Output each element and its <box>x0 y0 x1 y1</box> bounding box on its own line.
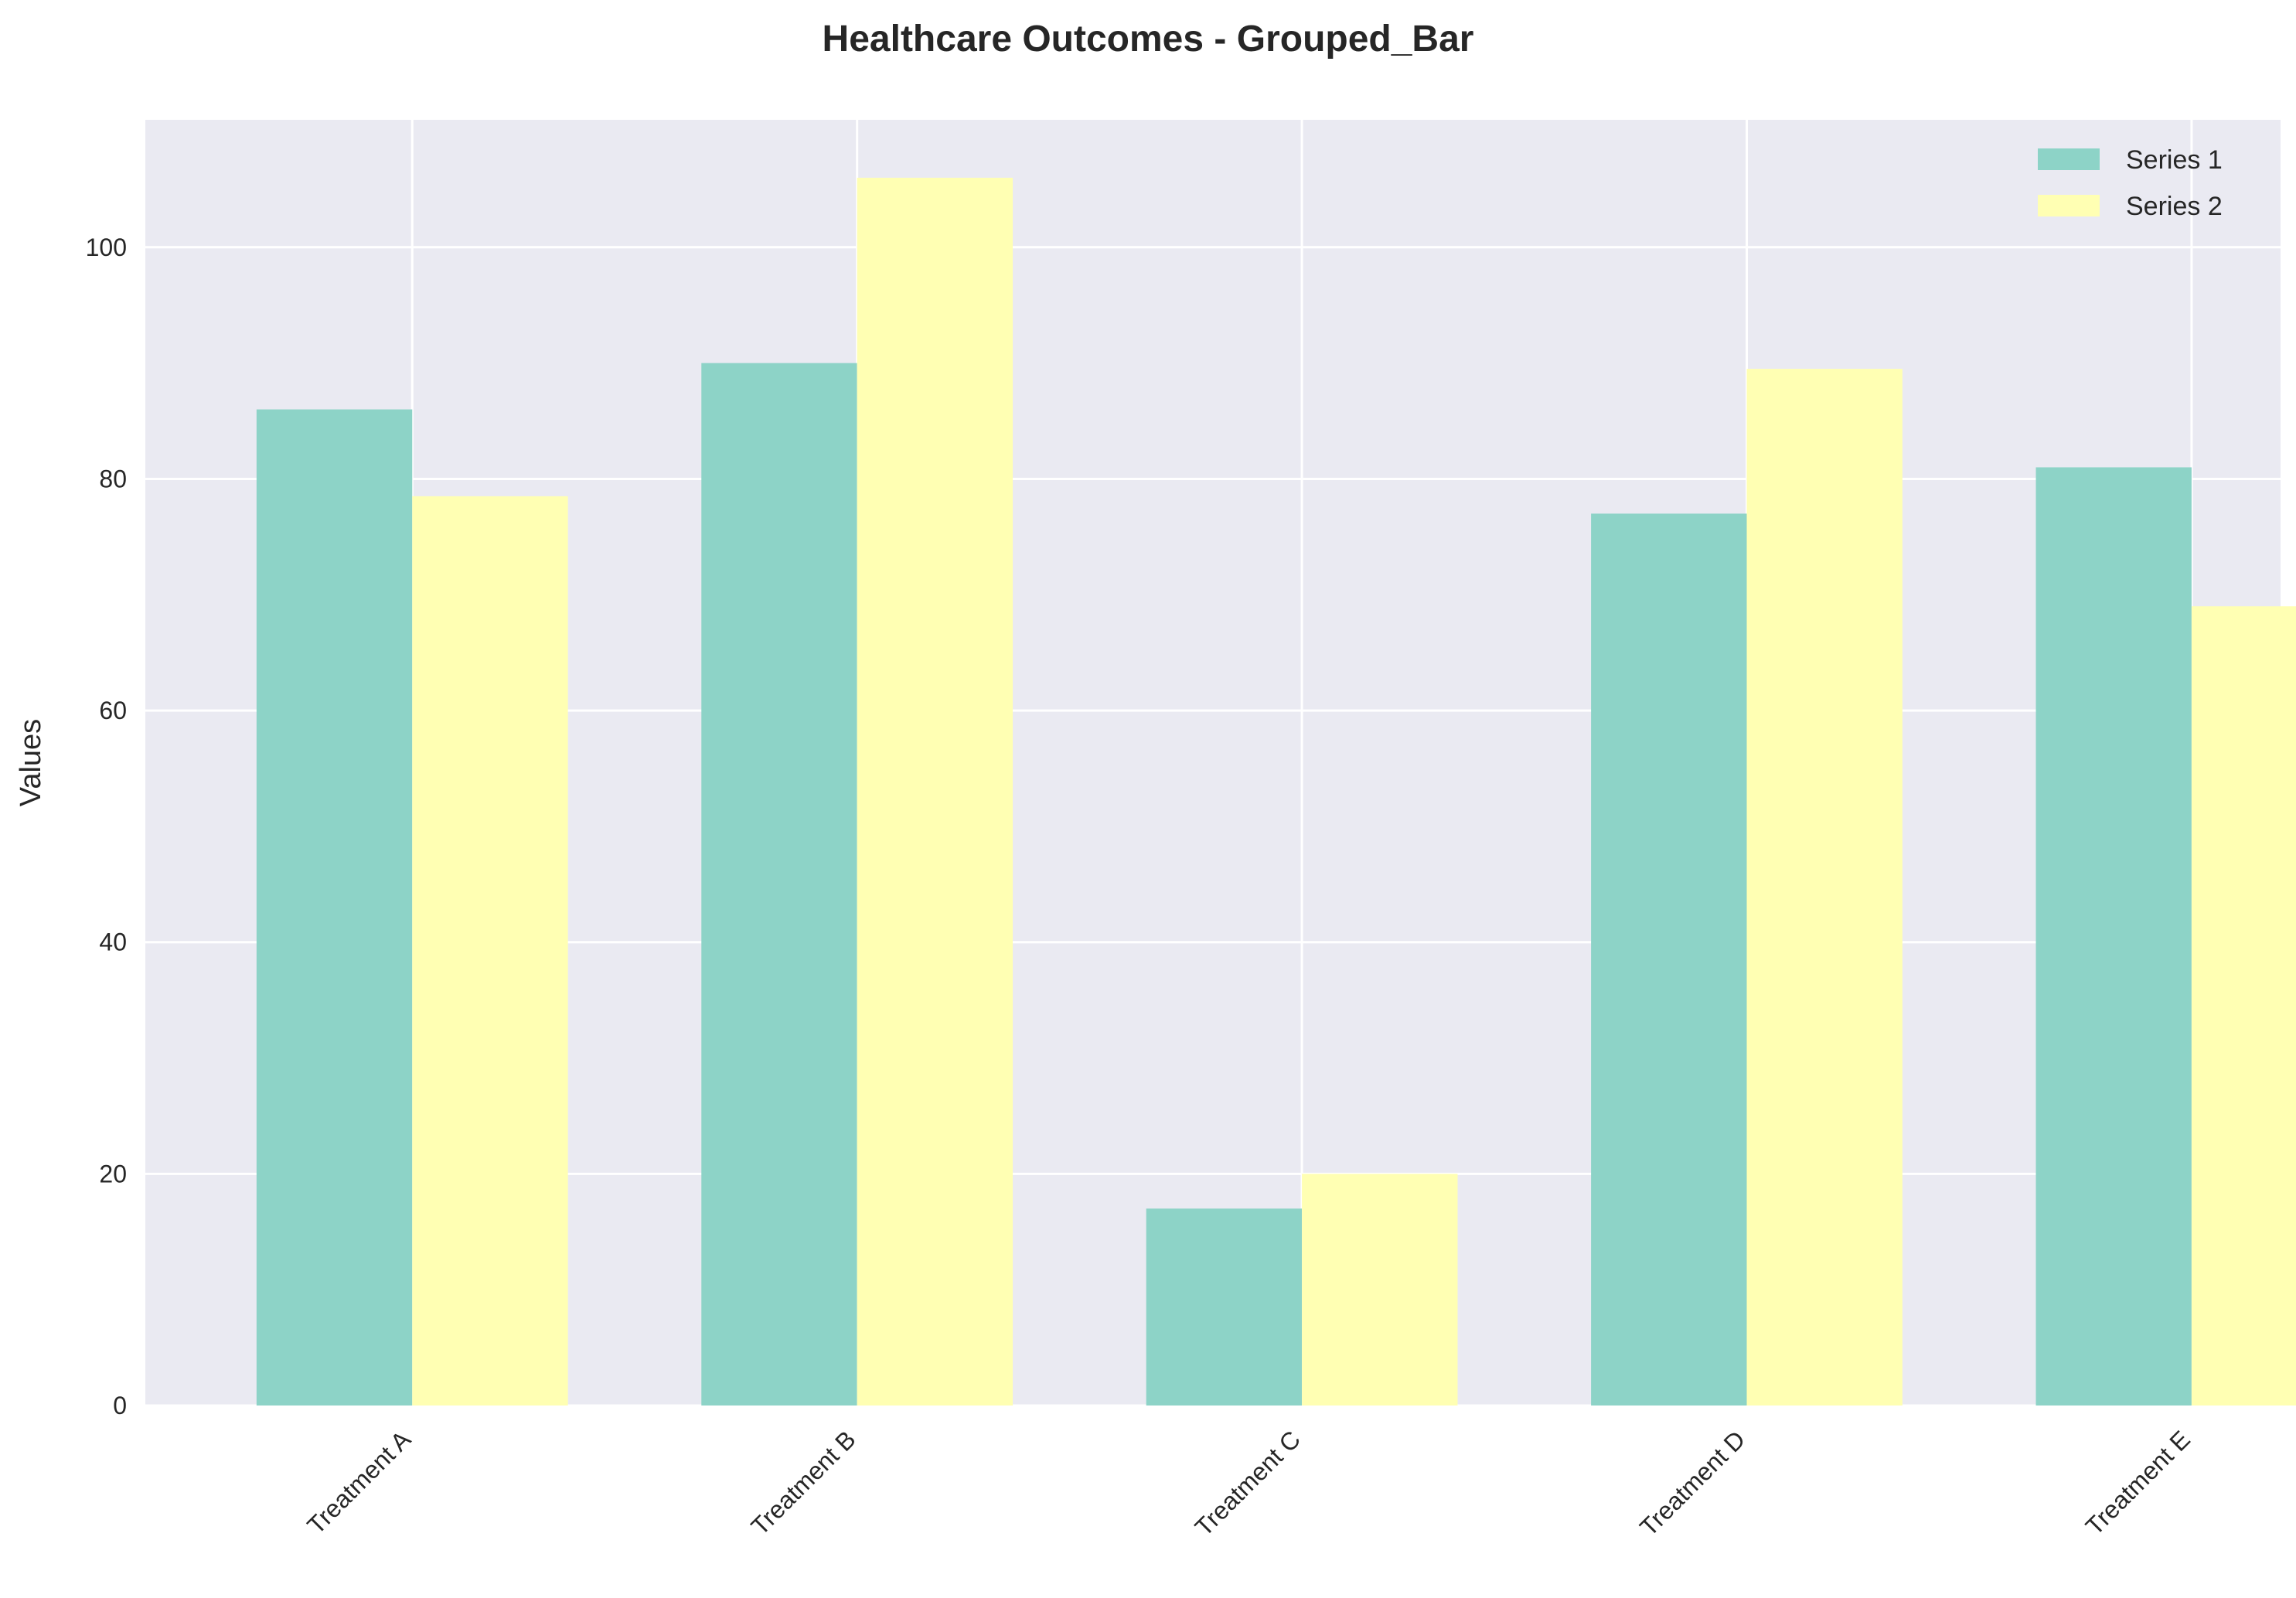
y-axis-ticks: 0 20 40 60 80 100 <box>86 233 127 1419</box>
bar-series-2 <box>1746 369 1903 1406</box>
bars <box>256 177 2296 1406</box>
y-tick-label: 20 <box>99 1160 127 1187</box>
y-tick-label: 60 <box>99 697 127 724</box>
bar-series-2 <box>857 177 1013 1405</box>
legend-swatch-series-2 <box>2038 195 2100 216</box>
bar-series-1 <box>1146 1208 1303 1405</box>
bar-series-1 <box>256 409 413 1405</box>
y-tick-label: 100 <box>86 233 127 261</box>
legend-label-series-1: Series 1 <box>2126 145 2223 175</box>
bar-series-1 <box>1591 513 1747 1405</box>
bar-series-2 <box>412 496 568 1405</box>
y-tick-label: 0 <box>113 1392 127 1419</box>
bar-series-1 <box>701 363 857 1406</box>
bar-series-1 <box>2035 467 2192 1405</box>
legend-label-series-2: Series 2 <box>2126 192 2223 221</box>
y-tick-label: 80 <box>99 465 127 492</box>
bar-series-2 <box>2191 606 2296 1406</box>
y-tick-label: 40 <box>99 928 127 956</box>
legend: Series 1 Series 2 <box>2038 145 2223 221</box>
legend-swatch-series-1 <box>2038 148 2100 170</box>
y-axis-label: Values <box>15 719 47 806</box>
bar-series-2 <box>1302 1174 1458 1405</box>
chart-title: Healthcare Outcomes - Grouped_Bar <box>823 19 1474 60</box>
